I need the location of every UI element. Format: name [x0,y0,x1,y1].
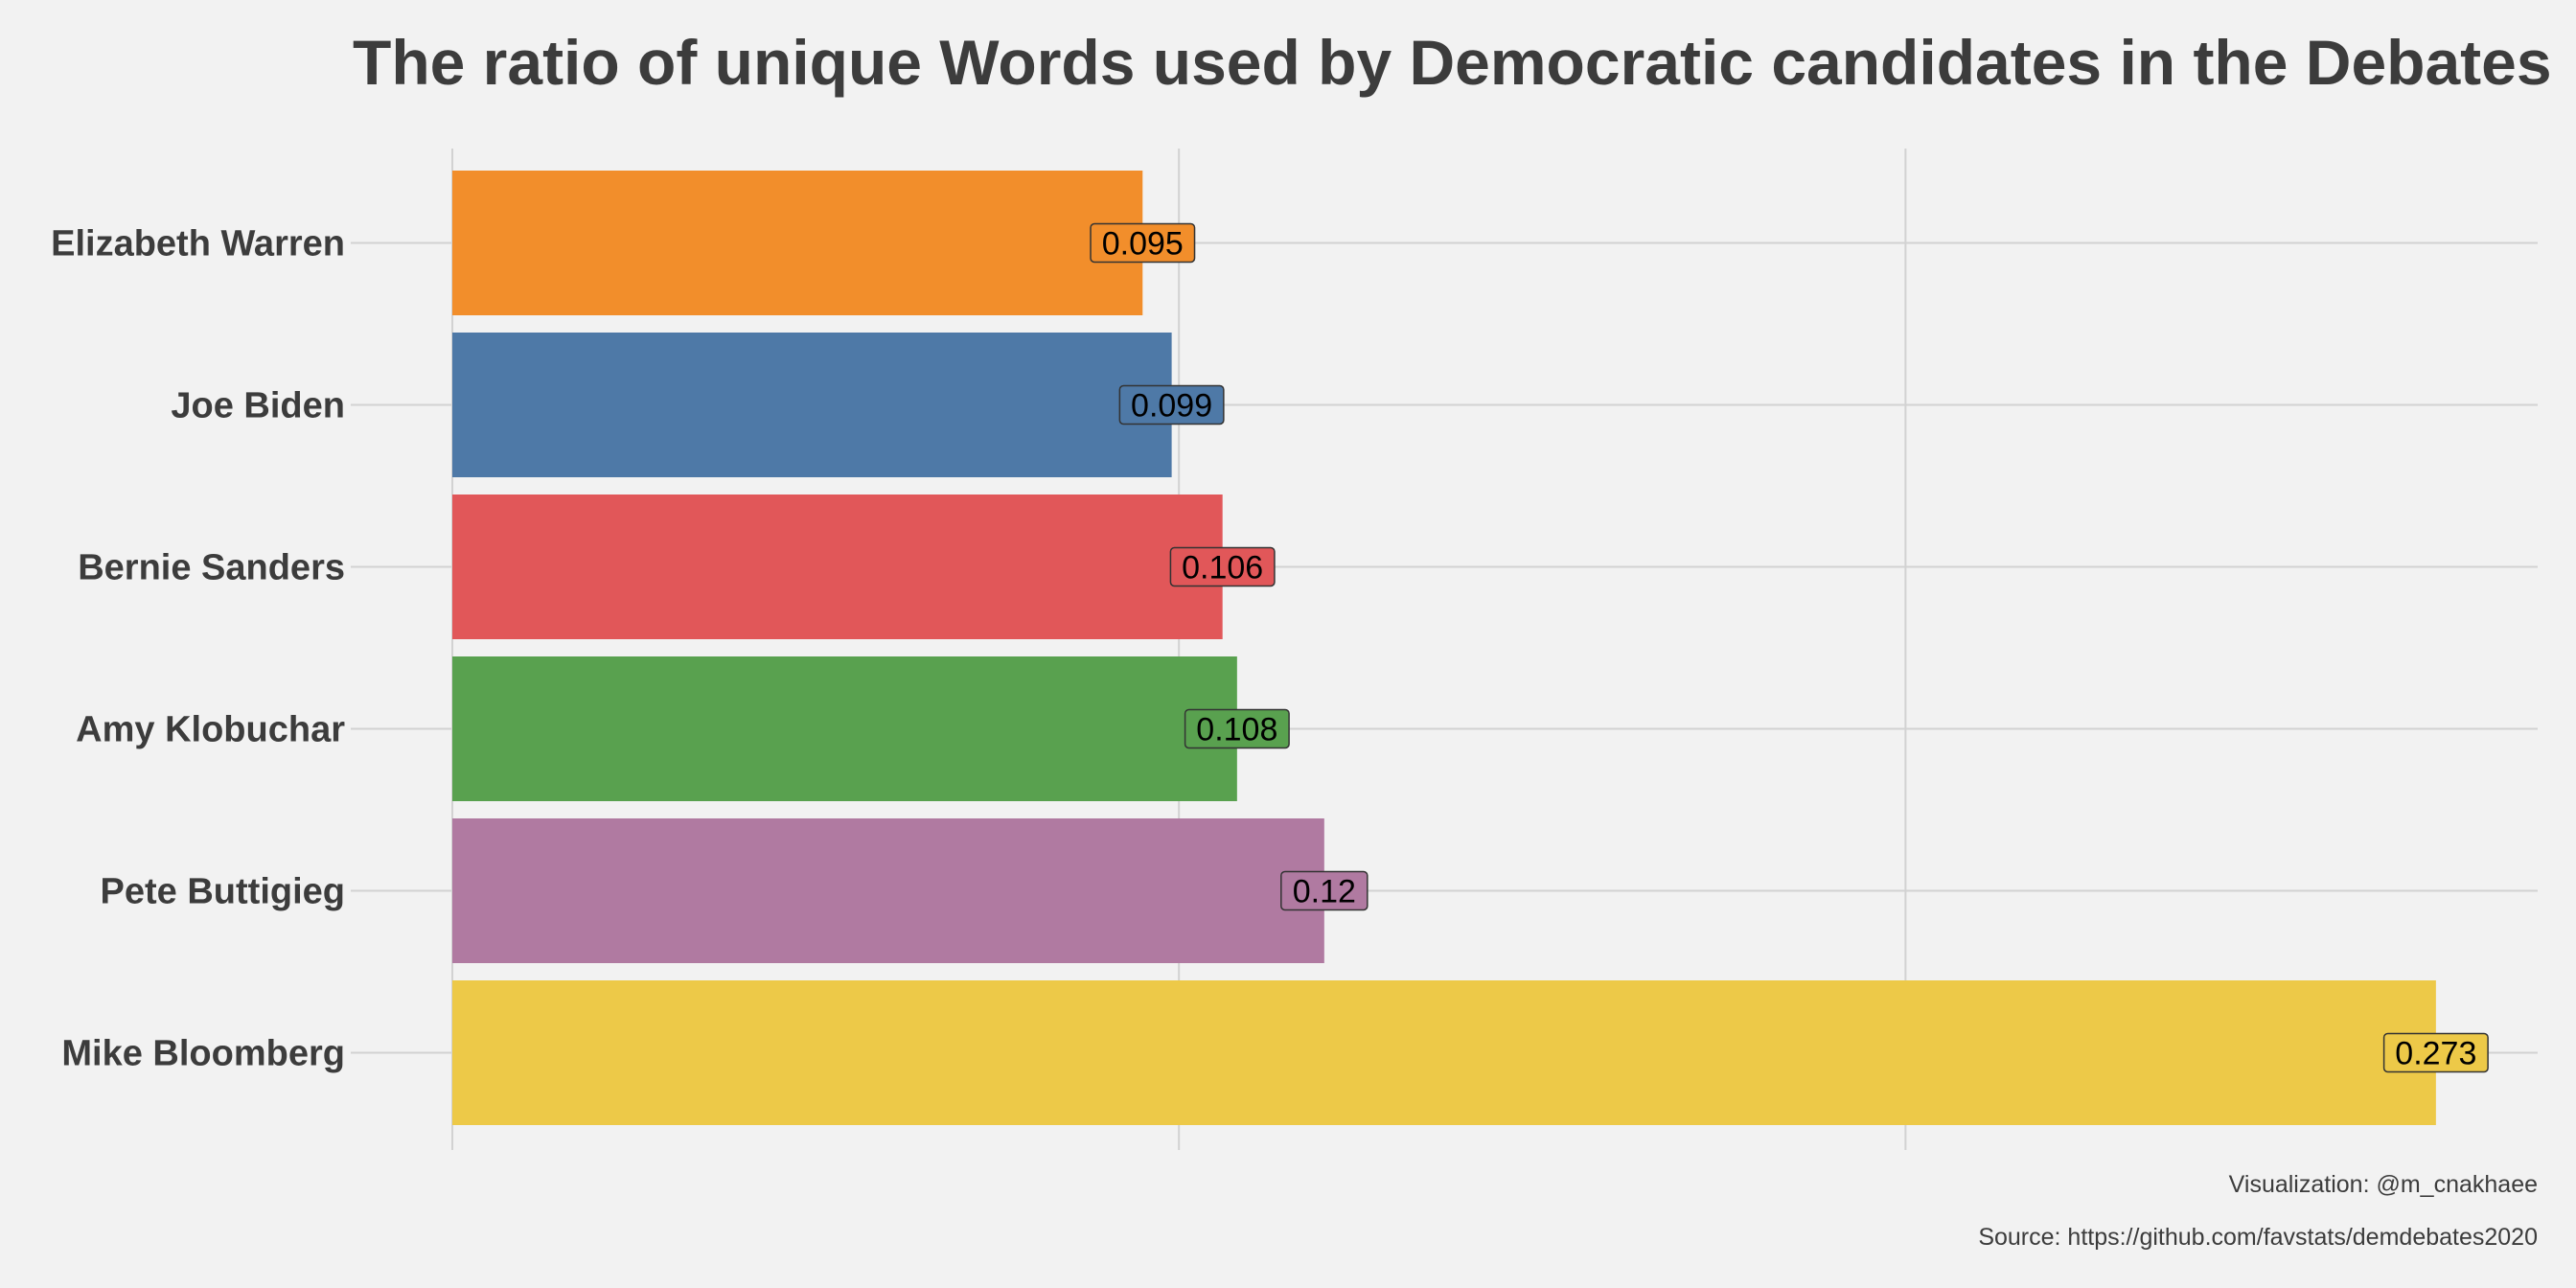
value-label-0: 0.095 [1102,226,1184,263]
bar-2 [452,494,1223,639]
visualization-credit: Visualization: @m_cnakhaee [2228,1171,2538,1198]
category-label-0: Elizabeth Warren [51,224,345,264]
category-labels: Elizabeth Warren Joe Biden Bernie Sanders A… [51,224,345,1074]
bar-5 [452,980,2436,1125]
bar-4 [452,818,1324,963]
value-label-box-3 [1184,708,1290,749]
value-label-2: 0.106 [1182,550,1263,586]
bars [452,171,2436,1125]
bar-1 [452,333,1172,477]
category-label-3: Amy Klobuchar [76,710,345,750]
bar-0 [452,171,1143,315]
value-label-box-1 [1118,384,1225,426]
value-label-5: 0.273 [2395,1036,2476,1072]
source-credit: Source: https://github.com/favstats/demd… [1978,1224,2538,1251]
value-label-4: 0.12 [1293,874,1356,910]
value-label-1: 0.099 [1131,388,1212,425]
category-label-1: Joe Biden [171,386,345,426]
category-label-5: Mike Bloomberg [61,1034,345,1074]
value-labels: 0.095 0.099 0.106 0.108 0.12 0.273 [1090,222,2489,1073]
value-label-box-5 [2382,1032,2489,1073]
value-label-box-4 [1280,870,1368,911]
bar-3 [452,656,1237,801]
category-label-2: Bernie Sanders [78,548,345,588]
value-label-box-2 [1169,546,1276,587]
value-label-box-0 [1090,222,1196,264]
category-label-4: Pete Buttigieg [101,872,345,912]
value-label-3: 0.108 [1196,712,1277,748]
chart-title: The ratio of unique Words used by Democr… [353,27,2552,98]
